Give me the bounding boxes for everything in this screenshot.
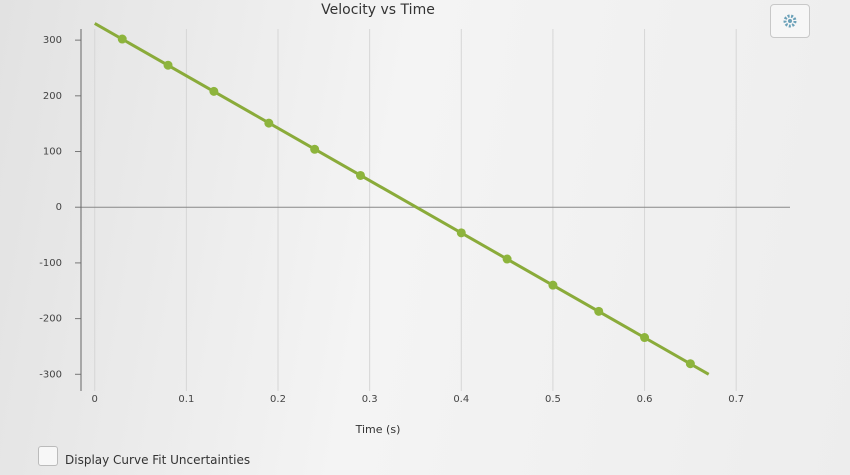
fit-line [94,22,710,376]
data-point [548,280,558,290]
data-point [456,228,466,238]
y-tick-label: -200 [39,314,62,325]
gear-icon [783,14,797,28]
data-point [594,306,604,316]
x-tick-label: 0.2 [270,394,286,405]
y-tick-label: -100 [39,258,62,269]
y-tick-label: 100 [43,147,62,158]
checkbox-label[interactable]: Display Curve Fit Uncertainties [65,453,251,467]
x-tick-label: 0.3 [362,394,378,405]
data-point [209,86,219,96]
data-point [640,333,650,343]
data-point [163,60,173,70]
chart-title: Velocity vs Time [321,2,435,18]
checkbox[interactable] [38,446,58,466]
data-point [310,144,320,154]
y-tick-label: 200 [43,91,62,102]
x-tick-label: 0 [92,394,98,405]
y-tick-label: 300 [43,35,62,46]
data-point [264,118,274,128]
x-axis-label: Time (s) [355,423,401,436]
y-tick-label: 0 [56,202,62,213]
x-tick-label: 0.7 [728,394,744,405]
data-point [685,359,695,369]
data-point [502,254,512,264]
x-tick-label: 0.6 [637,394,653,405]
y-tick-label: -300 [39,369,62,380]
data-point [355,170,365,180]
x-tick-label: 0.5 [545,394,561,405]
settings-button[interactable] [770,4,810,38]
data-point [117,34,127,44]
x-tick-label: 0.4 [453,394,469,405]
x-tick-label: 0.1 [178,394,194,405]
